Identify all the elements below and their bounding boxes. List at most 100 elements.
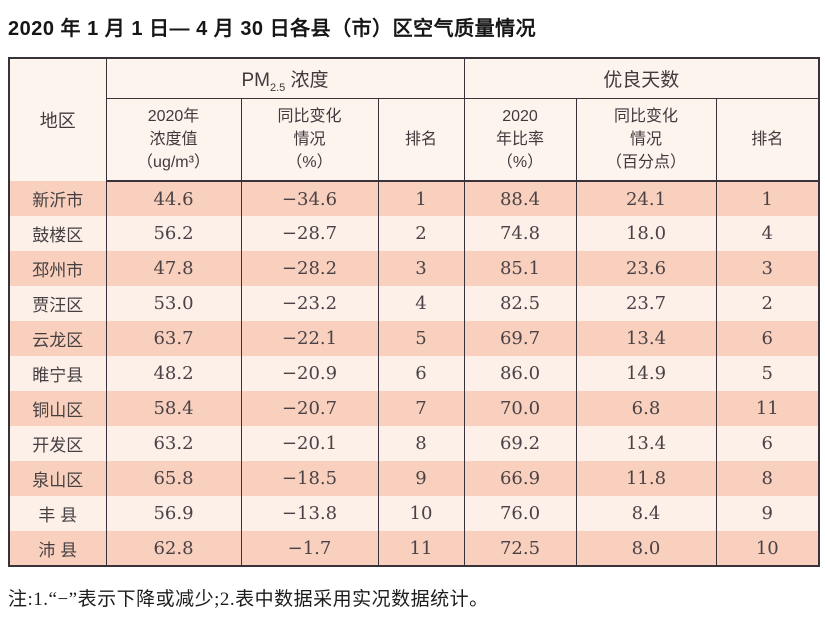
good-rate-cell: 76.0 (463, 496, 577, 531)
pm-rank-cell: 7 (377, 391, 465, 426)
pm-value-cell: 63.7 (105, 321, 242, 356)
good-change-cell: 11.8 (575, 461, 717, 496)
footnote: 注:1.“−”表示下降或减少;2.表中数据采用实况数据统计。 (8, 589, 489, 610)
pm-rank-cell: 4 (377, 286, 465, 321)
region-cell: 睢宁县 (8, 356, 107, 391)
pm-rank-cell: 8 (377, 426, 465, 461)
good-rate-cell: 69.2 (463, 426, 577, 461)
pm-change-cell: −28.2 (240, 251, 379, 286)
pm-rank-cell: 5 (377, 321, 465, 356)
pm-value-cell: 56.9 (105, 496, 242, 531)
table-row: 开发区 63.2 −20.1 8 69.2 13.4 6 (8, 426, 820, 461)
good-rank-cell: 1 (715, 181, 820, 216)
pm-change-cell: −20.9 (240, 356, 379, 391)
pm25-subscript: 2.5 (269, 81, 286, 94)
pm-rank-cell: 6 (377, 356, 465, 391)
pm25-label-prefix: PM (241, 70, 270, 91)
header-group-good-days: 优良天数 (463, 58, 820, 99)
region-cell: 泉山区 (8, 461, 107, 496)
header-group-pm25: PM2.5 浓度 (105, 58, 465, 99)
good-rank-cell: 9 (715, 496, 820, 531)
page-title: 2020 年 1 月 1 日— 4 月 30 日各县（市）区空气质量情况 (8, 18, 537, 40)
pm-change-cell: −20.7 (240, 391, 379, 426)
good-rank-cell: 5 (715, 356, 820, 391)
pm-change-cell: −23.2 (240, 286, 379, 321)
region-cell: 贾汪区 (8, 286, 107, 321)
good-rate-cell: 72.5 (463, 531, 577, 566)
header-pm-value: 2020年 浓度值 （ug/m³） (105, 98, 242, 182)
good-change-cell: 13.4 (575, 321, 717, 356)
good-change-cell: 18.0 (575, 216, 717, 251)
region-cell: 丰 县 (8, 496, 107, 531)
good-change-cell: 23.7 (575, 286, 717, 321)
pm-rank-cell: 10 (377, 496, 465, 531)
pm-change-cell: −1.7 (240, 531, 379, 566)
pm-rank-cell: 2 (377, 216, 465, 251)
table-row: 云龙区 63.7 −22.1 5 69.7 13.4 6 (8, 321, 820, 356)
good-rank-cell: 4 (715, 216, 820, 251)
header-good-rank: 排名 (715, 98, 820, 182)
good-rate-cell: 88.4 (463, 181, 577, 216)
pm-value-cell: 62.8 (105, 531, 242, 566)
good-rank-cell: 10 (715, 531, 820, 566)
header-pm-change: 同比变化 情况 （%） (240, 98, 379, 182)
good-rate-cell: 66.9 (463, 461, 577, 496)
table-row: 贾汪区 53.0 −23.2 4 82.5 23.7 2 (8, 286, 820, 321)
table-row: 新沂市 44.6 −34.6 1 88.4 24.1 1 (8, 181, 820, 216)
good-rate-cell: 85.1 (463, 251, 577, 286)
pm-value-cell: 56.2 (105, 216, 242, 251)
table-row: 鼓楼区 56.2 −28.7 2 74.8 18.0 4 (8, 216, 820, 251)
region-cell: 邳州市 (8, 251, 107, 286)
good-rate-cell: 74.8 (463, 216, 577, 251)
table-body: 新沂市 44.6 −34.6 1 88.4 24.1 1 鼓楼区 56.2 −2… (8, 181, 820, 566)
region-cell: 沛 县 (8, 531, 107, 566)
region-cell: 铜山区 (8, 391, 107, 426)
air-quality-table: 地区 PM2.5 浓度 优良天数 2020年 浓度值 （ug/m³） 同比变化 … (8, 57, 821, 567)
group-header-row: 地区 PM2.5 浓度 优良天数 (8, 58, 820, 181)
good-rate-cell: 70.0 (463, 391, 577, 426)
pm-change-cell: −13.8 (240, 496, 379, 531)
good-rank-cell: 3 (715, 251, 820, 286)
pm25-label-suffix: 浓度 (285, 70, 329, 91)
region-cell: 开发区 (8, 426, 107, 461)
table-row: 睢宁县 48.2 −20.9 6 86.0 14.9 5 (8, 356, 820, 391)
good-rank-cell: 11 (715, 391, 820, 426)
table-row: 邳州市 47.8 −28.2 3 85.1 23.6 3 (8, 251, 820, 286)
good-change-cell: 14.9 (575, 356, 717, 391)
header-good-rate: 2020 年比率 （%） (463, 98, 577, 182)
table-header: 地区 PM2.5 浓度 优良天数 2020年 浓度值 （ug/m³） 同比变化 … (8, 58, 820, 182)
region-cell: 鼓楼区 (8, 216, 107, 251)
region-cell: 云龙区 (8, 321, 107, 356)
pm-value-cell: 47.8 (105, 251, 242, 286)
pm-rank-cell: 1 (377, 181, 465, 216)
good-change-cell: 8.4 (575, 496, 717, 531)
table-row: 铜山区 58.4 −20.7 7 70.0 6.8 11 (8, 391, 820, 426)
pm-rank-cell: 11 (377, 531, 465, 566)
pm-value-cell: 53.0 (105, 286, 242, 321)
table-row: 泉山区 65.8 −18.5 9 66.9 11.8 8 (8, 461, 820, 496)
sub-header-row: 2020年 浓度值 （ug/m³） 同比变化 情况 （%） 排名 2020 年比… (9, 98, 820, 182)
good-rate-cell: 69.7 (463, 321, 577, 356)
good-rank-cell: 8 (715, 461, 820, 496)
good-change-cell: 13.4 (575, 426, 717, 461)
pm-value-cell: 63.2 (105, 426, 242, 461)
pm-rank-cell: 3 (377, 251, 465, 286)
good-change-cell: 8.0 (575, 531, 717, 566)
table-row: 沛 县 62.8 −1.7 11 72.5 8.0 10 (8, 531, 820, 566)
pm-value-cell: 65.8 (105, 461, 242, 496)
pm-change-cell: −28.7 (240, 216, 379, 251)
pm-value-cell: 58.4 (105, 391, 242, 426)
header-region: 地区 (8, 58, 107, 181)
good-rank-cell: 6 (715, 321, 820, 356)
good-rate-cell: 82.5 (463, 286, 577, 321)
region-cell: 新沂市 (8, 181, 107, 216)
good-change-cell: 6.8 (575, 391, 717, 426)
pm-change-cell: −22.1 (240, 321, 379, 356)
pm-change-cell: −34.6 (240, 181, 379, 216)
pm-change-cell: −18.5 (240, 461, 379, 496)
good-rate-cell: 86.0 (463, 356, 577, 391)
pm-change-cell: −20.1 (240, 426, 379, 461)
good-rank-cell: 6 (715, 426, 820, 461)
pm-value-cell: 48.2 (105, 356, 242, 391)
